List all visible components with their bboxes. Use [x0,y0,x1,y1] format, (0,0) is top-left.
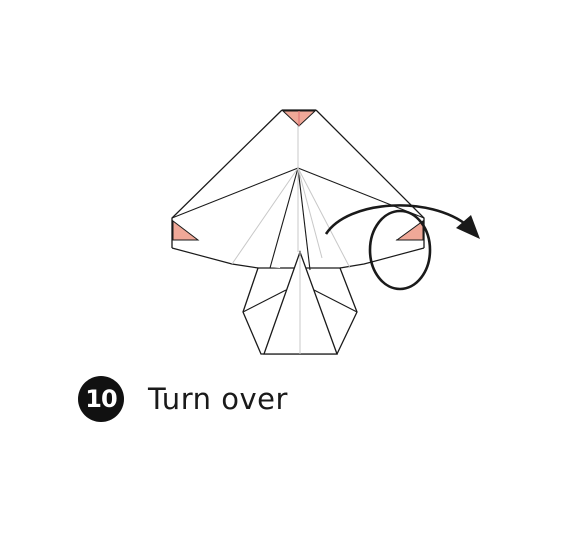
cap-front-flap [172,168,298,268]
cap-rim-right [339,247,425,269]
cap-inner-edge-left [171,167,299,219]
left-color-triangle [172,219,200,241]
crease-right-diagonal [297,167,351,269]
body-fold-line-right [313,289,358,313]
turn-over-loop [368,209,432,291]
lower-body [242,250,358,355]
turn-over-icon [324,204,480,291]
crease-left-diagonal [231,167,299,265]
turn-over-arrowhead [456,215,480,239]
cap-flap-line-left [269,167,299,269]
step-row: 10 Turn over [78,376,288,422]
right-color-triangle [395,220,424,241]
crease-right-inner [297,167,323,259]
body-fold-line-left [242,289,287,313]
cap [171,109,425,271]
step-number-badge: 10 [78,376,124,422]
step-instruction: Turn over [148,382,288,416]
cap-flap-line-right [297,167,311,271]
cap-inner-edge-right [297,167,425,219]
turn-over-arc [324,204,469,235]
